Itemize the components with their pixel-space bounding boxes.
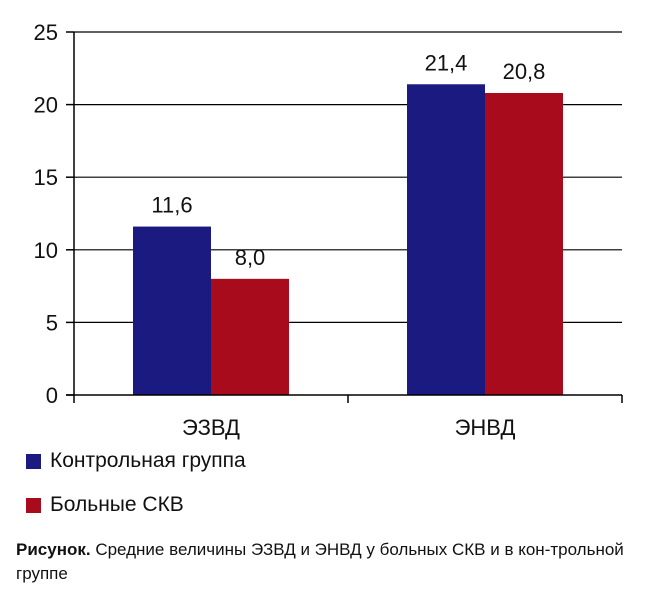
bars xyxy=(133,84,563,395)
bar-1-0 xyxy=(407,84,485,395)
legend-item-1: Больные СКВ xyxy=(26,493,184,517)
data-label-0-1: 8,0 xyxy=(235,245,266,270)
data-label-0-0: 11,6 xyxy=(151,193,192,218)
bar-chart: 0 5 10 15 20 25 11,6 8,0 21,4 20,8 ЭЗВД ЭНВД xyxy=(34,20,623,440)
bar-0-0 xyxy=(133,226,211,395)
y-tick-label-0: 0 xyxy=(46,383,58,408)
legend-swatch-0 xyxy=(26,453,41,469)
y-tick-label-5: 25 xyxy=(34,20,58,45)
caption-bold: Рисунок. xyxy=(16,540,91,559)
figure-caption: Рисунок. Средние величины ЭЗВД и ЭНВД у … xyxy=(16,538,644,586)
data-labels: 11,6 8,0 21,4 20,8 xyxy=(151,50,545,270)
legend-swatch-1 xyxy=(26,497,41,513)
legend-label-1: Больные СКВ xyxy=(50,493,184,516)
bar-1-1 xyxy=(485,92,563,395)
data-label-1-1: 20,8 xyxy=(503,59,546,84)
x-tick-label-1: ЭНВД xyxy=(455,415,516,440)
y-tick-label-1: 5 xyxy=(46,310,58,335)
x-axis-ticks: ЭЗВД ЭНВД xyxy=(73,395,623,440)
y-tick-label-4: 20 xyxy=(34,93,58,118)
data-label-1-0: 21,4 xyxy=(425,50,468,75)
caption-text: Средние величины ЭЗВД и ЭНВД у больных С… xyxy=(16,540,624,583)
bar-0-1 xyxy=(211,278,289,395)
y-axis-ticks: 0 5 10 15 20 25 xyxy=(34,20,74,408)
y-tick-label-3: 15 xyxy=(34,165,58,190)
legend-label-0: Контрольная группа xyxy=(50,449,246,472)
y-tick-label-2: 10 xyxy=(34,238,58,263)
x-tick-label-0: ЭЗВД xyxy=(182,415,240,440)
legend-item-0: Контрольная группа xyxy=(26,449,246,473)
